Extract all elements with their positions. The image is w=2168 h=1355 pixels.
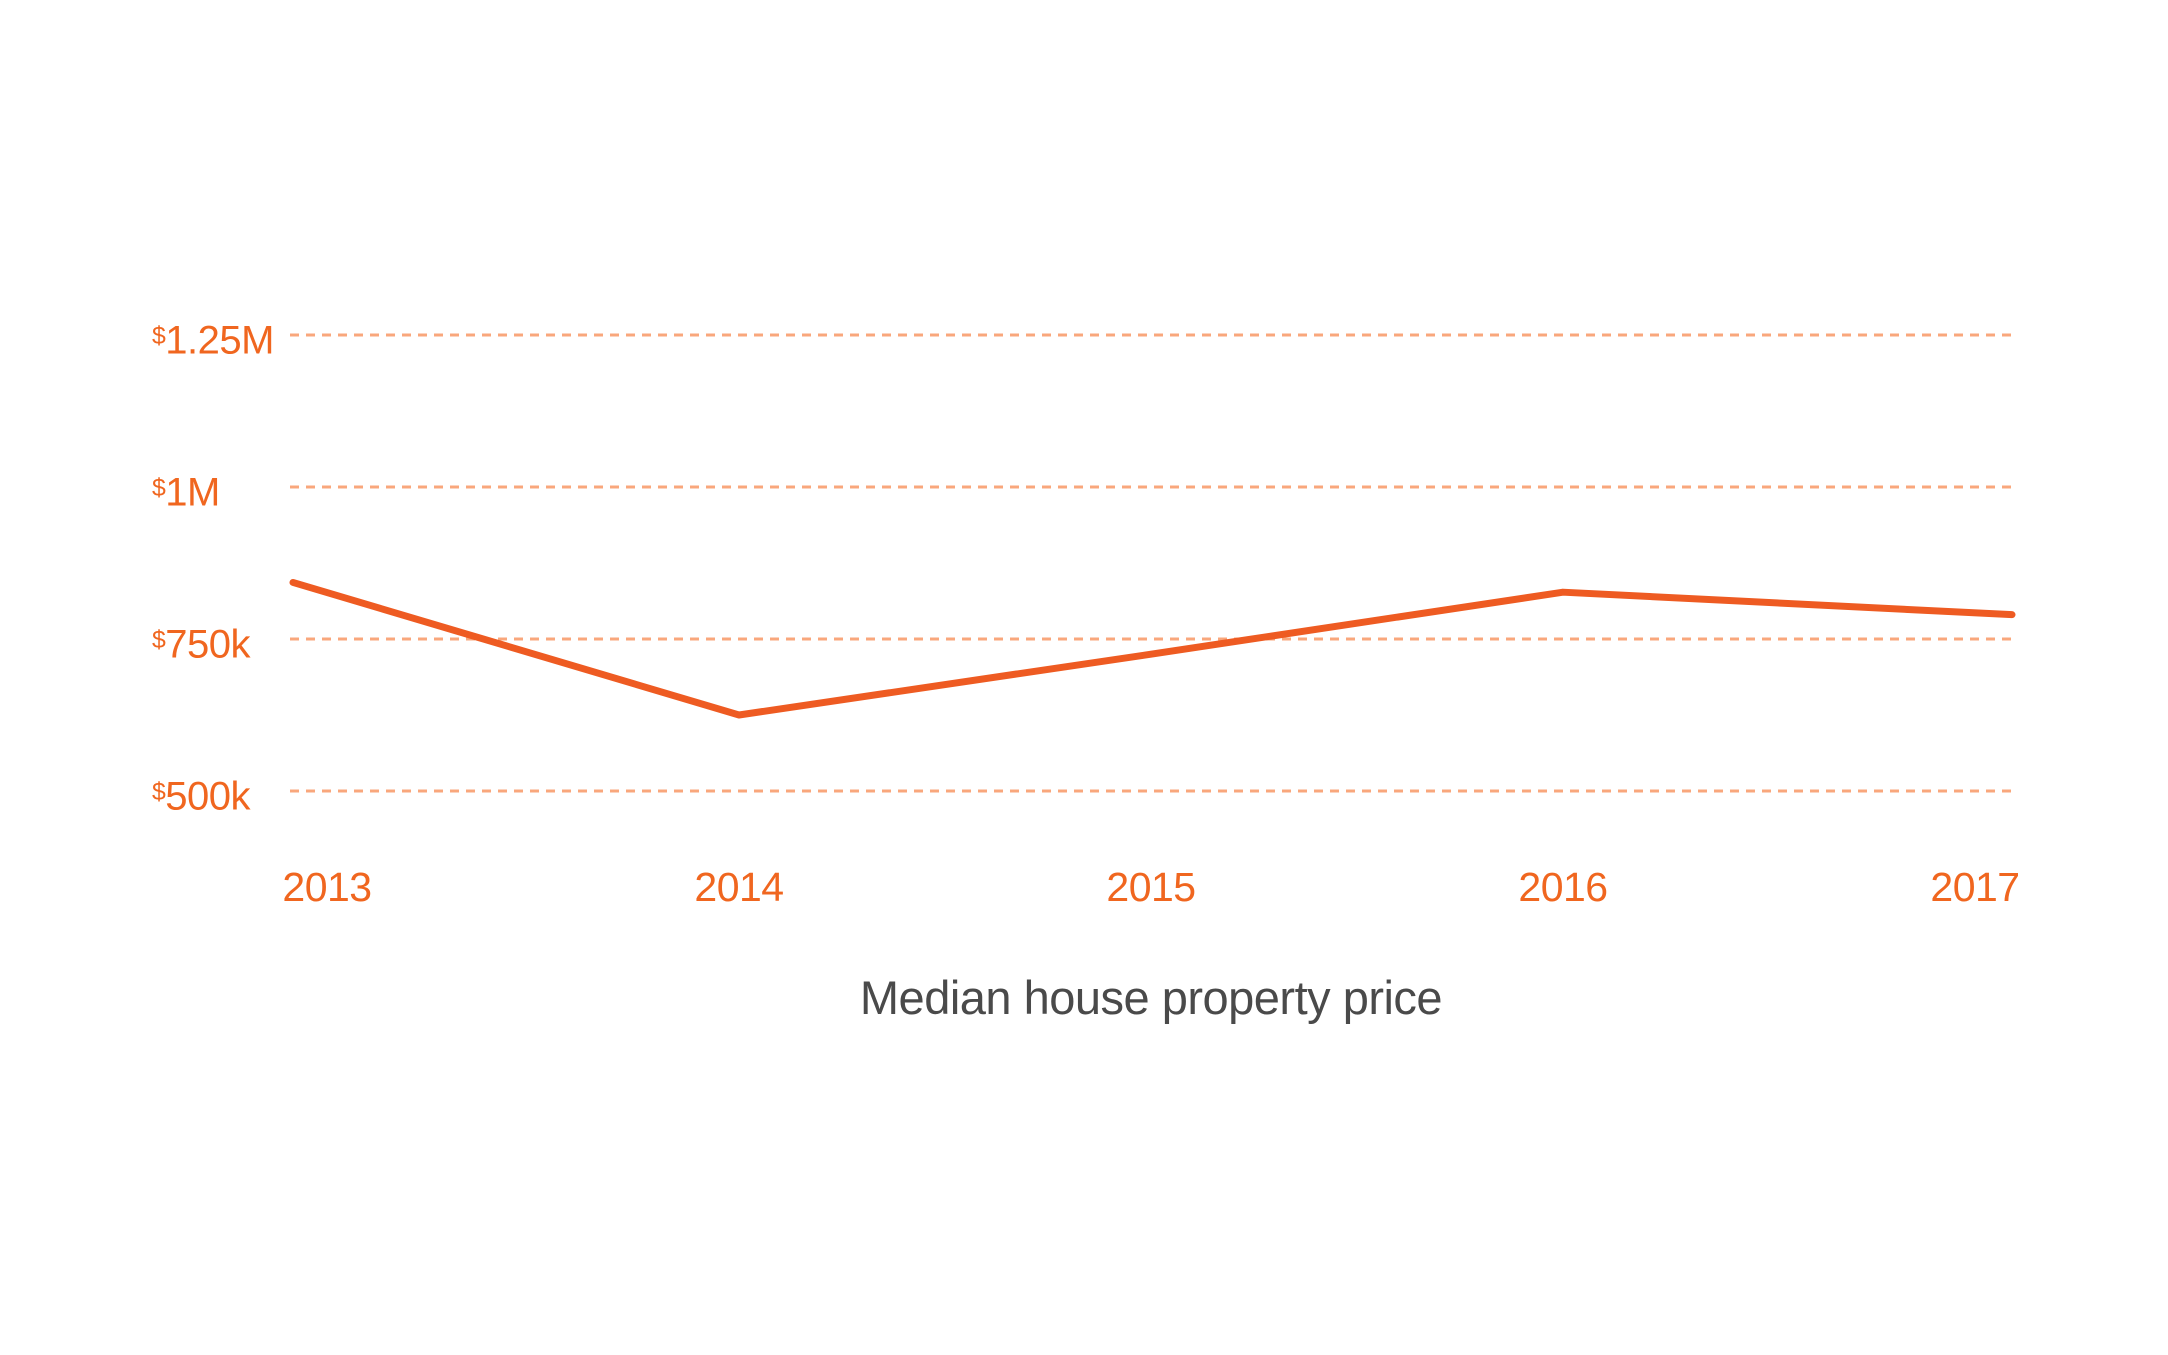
- x-axis-tick-label: 2016: [1518, 864, 1608, 910]
- tick-value: 750k: [165, 622, 251, 667]
- tick-value: 1.25M: [165, 318, 274, 363]
- x-axis-tick-label: 2014: [694, 864, 784, 910]
- y-axis-tick-label: $1.25M: [152, 317, 274, 360]
- x-axis-tick-label: 2015: [1106, 864, 1196, 910]
- currency-symbol: $: [152, 627, 166, 654]
- x-axis-tick-label: 2017: [1930, 864, 2020, 910]
- x-axis-tick-label: 2013: [282, 864, 372, 910]
- price-line: [289, 578, 2016, 719]
- currency-symbol: $: [152, 475, 166, 502]
- y-axis-tick-label: $1M: [152, 469, 220, 512]
- tick-value: 1M: [165, 470, 220, 515]
- tick-value: 500k: [165, 774, 251, 819]
- chart-title: Median house property price: [859, 971, 1443, 1024]
- y-axis-tick-label: $500k: [152, 773, 251, 819]
- currency-symbol: $: [152, 323, 166, 350]
- y-axis-tick-label: $750k: [152, 621, 251, 667]
- currency-symbol: $: [152, 779, 166, 806]
